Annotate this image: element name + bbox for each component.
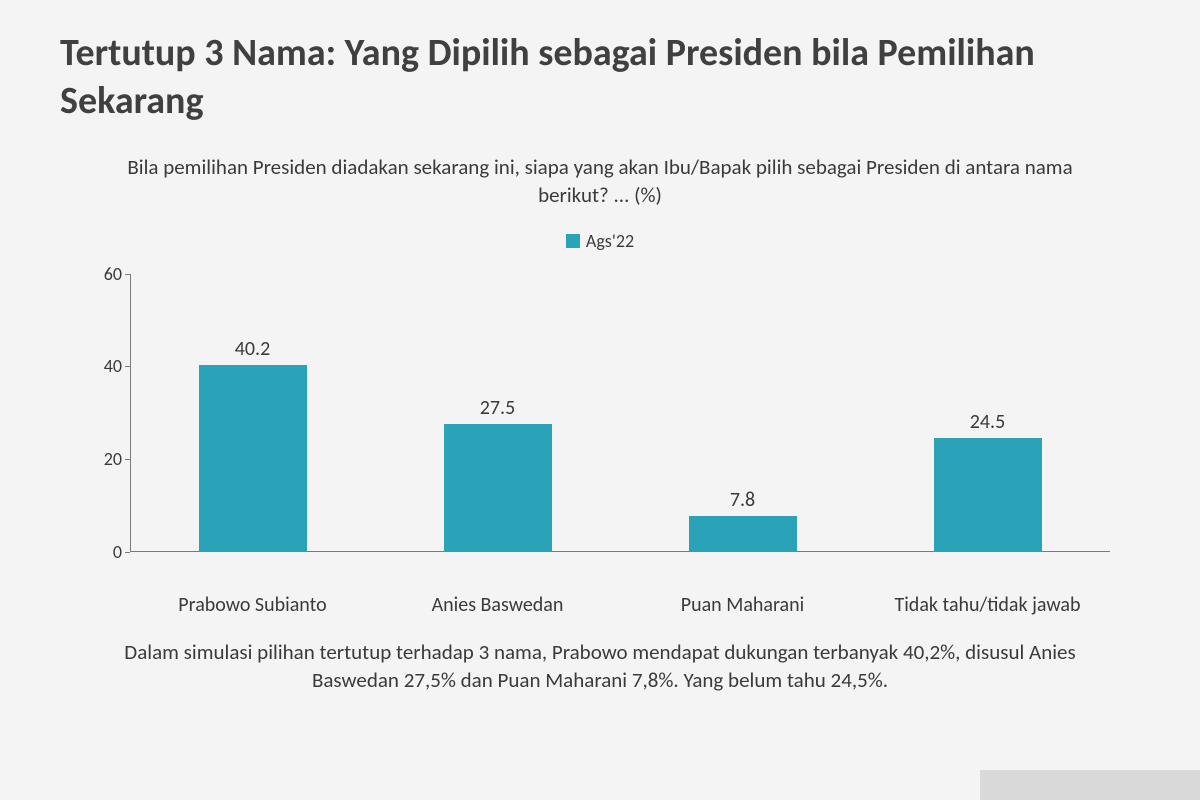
ytick-mark — [125, 274, 130, 275]
ytick-mark — [125, 552, 130, 553]
x-axis-label: Prabowo Subianto — [130, 593, 375, 618]
bar: 24.5 — [934, 438, 1042, 552]
bar-slot: 24.5 — [865, 274, 1110, 552]
bar-value-label: 27.5 — [480, 396, 515, 420]
page-title: Tertutup 3 Nama: Yang Dipilih sebagai Pr… — [60, 30, 1140, 125]
x-axis-label: Tidak tahu/tidak jawab — [865, 593, 1110, 618]
bar-slot: 27.5 — [375, 274, 620, 552]
bar: 40.2 — [199, 365, 307, 551]
plot-area: 40.227.57.824.5 0204060 — [130, 274, 1110, 552]
footnote: Dalam simulasi pilihan tertutup terhadap… — [90, 638, 1110, 695]
bar-chart: 40.227.57.824.5 0204060 Prabowo Subianto… — [80, 262, 1120, 582]
ytick-label: 0 — [90, 541, 122, 563]
bar-value-label: 40.2 — [235, 337, 270, 361]
legend-label: Ags'22 — [586, 230, 634, 252]
bar: 7.8 — [689, 516, 797, 552]
survey-question: Bila pemilihan Presiden diadakan sekaran… — [110, 153, 1090, 210]
x-axis-label: Anies Baswedan — [375, 593, 620, 618]
ytick-label: 20 — [90, 448, 122, 470]
x-axis-label: Puan Maharani — [620, 593, 865, 618]
corner-shade — [980, 770, 1200, 800]
ytick-label: 60 — [90, 263, 122, 285]
ytick-mark — [125, 366, 130, 367]
xlabels-container: Prabowo SubiantoAnies BaswedanPuan Mahar… — [130, 593, 1110, 618]
bars-container: 40.2 27.5 7.8 24.5 — [130, 274, 1110, 552]
ytick-label: 40 — [90, 355, 122, 377]
bar-slot: 40.2 — [130, 274, 375, 552]
bar-value-label: 7.8 — [730, 488, 755, 512]
legend-swatch — [566, 234, 580, 248]
chart-legend: Ags'22 — [60, 230, 1140, 252]
bar: 27.5 — [444, 424, 552, 551]
bar-slot: 7.8 — [620, 274, 865, 552]
bar-value-label: 24.5 — [970, 410, 1005, 434]
ytick-mark — [125, 459, 130, 460]
